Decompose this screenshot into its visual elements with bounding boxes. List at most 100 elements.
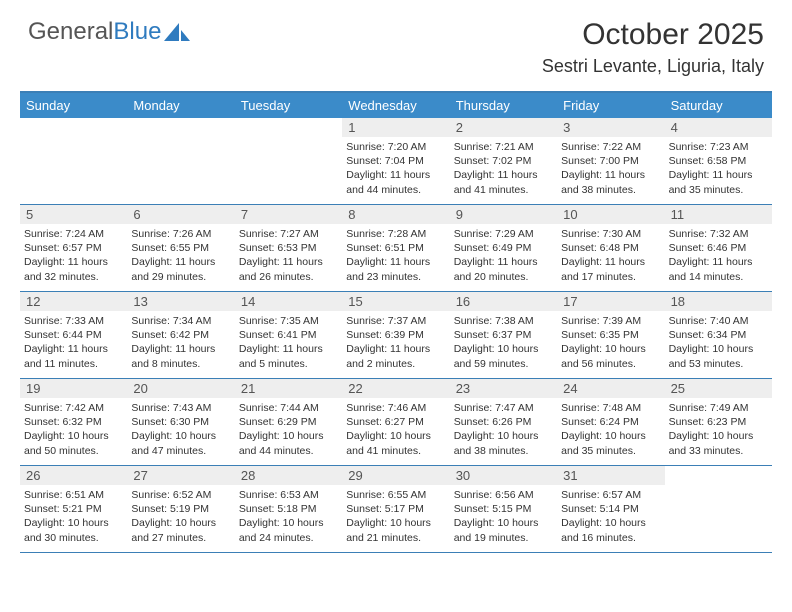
daylight-text: Daylight: 11 hours and 35 minutes. (669, 168, 768, 196)
daylight-text: Daylight: 10 hours and 59 minutes. (454, 342, 553, 370)
daylight-text: Daylight: 10 hours and 56 minutes. (561, 342, 660, 370)
day-info: Sunrise: 7:28 AMSunset: 6:51 PMDaylight:… (346, 227, 445, 284)
sunset-text: Sunset: 6:39 PM (346, 328, 445, 342)
sunrise-text: Sunrise: 7:48 AM (561, 401, 660, 415)
day-info: Sunrise: 7:30 AMSunset: 6:48 PMDaylight:… (561, 227, 660, 284)
day-number: 26 (20, 466, 127, 485)
sunrise-text: Sunrise: 7:27 AM (239, 227, 338, 241)
day-number: 11 (665, 205, 772, 224)
daylight-text: Daylight: 11 hours and 2 minutes. (346, 342, 445, 370)
daylight-text: Daylight: 10 hours and 19 minutes. (454, 516, 553, 544)
sunset-text: Sunset: 6:44 PM (24, 328, 123, 342)
day-header-saturday: Saturday (665, 93, 772, 118)
sunset-text: Sunset: 6:35 PM (561, 328, 660, 342)
day-info: Sunrise: 7:44 AMSunset: 6:29 PMDaylight:… (239, 401, 338, 458)
day-cell: 24 Sunrise: 7:48 AMSunset: 6:24 PMDayligh… (557, 379, 664, 465)
calendar: SundayMondayTuesdayWednesdayThursdayFrid… (20, 91, 772, 553)
day-info: Sunrise: 7:47 AMSunset: 6:26 PMDaylight:… (454, 401, 553, 458)
daylight-text: Daylight: 10 hours and 53 minutes. (669, 342, 768, 370)
sunrise-text: Sunrise: 7:42 AM (24, 401, 123, 415)
day-number: 24 (557, 379, 664, 398)
sunset-text: Sunset: 6:27 PM (346, 415, 445, 429)
daylight-text: Daylight: 11 hours and 17 minutes. (561, 255, 660, 283)
day-cell: 4Sunrise: 7:23 AMSunset: 6:58 PMDaylight… (665, 118, 772, 204)
sunset-text: Sunset: 6:46 PM (669, 241, 768, 255)
day-info: Sunrise: 7:37 AMSunset: 6:39 PMDaylight:… (346, 314, 445, 371)
day-number: 20 (127, 379, 234, 398)
sunrise-text: Sunrise: 7:39 AM (561, 314, 660, 328)
logo: GeneralBlue (28, 18, 190, 46)
title-block: October 2025 Sestri Levante, Liguria, It… (542, 18, 764, 77)
sunset-text: Sunset: 5:17 PM (346, 502, 445, 516)
daylight-text: Daylight: 11 hours and 26 minutes. (239, 255, 338, 283)
day-cell: 30Sunrise: 6:56 AMSunset: 5:15 PMDayligh… (450, 466, 557, 552)
day-cell: 12Sunrise: 7:33 AMSunset: 6:44 PMDayligh… (20, 292, 127, 378)
day-cell: 8Sunrise: 7:28 AMSunset: 6:51 PMDaylight… (342, 205, 449, 291)
day-info: Sunrise: 7:33 AMSunset: 6:44 PMDaylight:… (24, 314, 123, 371)
day-header-thursday: Thursday (450, 93, 557, 118)
day-info: Sunrise: 7:38 AMSunset: 6:37 PMDaylight:… (454, 314, 553, 371)
sunset-text: Sunset: 6:32 PM (24, 415, 123, 429)
day-cell: 17 Sunrise: 7:39 AMSunset: 6:35 PMDayligh… (557, 292, 664, 378)
daylight-text: Daylight: 10 hours and 16 minutes. (561, 516, 660, 544)
day-number: 30 (450, 466, 557, 485)
week-row: 26 Sunrise: 6:51 AMSunset: 5:21 PMDayligh… (20, 466, 772, 553)
day-info: Sunrise: 6:51 AMSunset: 5:21 PMDaylight:… (24, 488, 123, 545)
header: GeneralBlue October 2025 Sestri Levante,… (0, 0, 792, 83)
sunrise-text: Sunrise: 7:32 AM (669, 227, 768, 241)
day-number: 29 (342, 466, 449, 485)
day-number: 31 (557, 466, 664, 485)
logo-text-1: General (28, 18, 113, 46)
day-number: 28 (235, 466, 342, 485)
day-info: Sunrise: 7:48 AMSunset: 6:24 PMDaylight:… (561, 401, 660, 458)
sunrise-text: Sunrise: 6:55 AM (346, 488, 445, 502)
day-info: Sunrise: 6:52 AMSunset: 5:19 PMDaylight:… (131, 488, 230, 545)
sunrise-text: Sunrise: 7:38 AM (454, 314, 553, 328)
sunset-text: Sunset: 6:55 PM (131, 241, 230, 255)
sunset-text: Sunset: 5:18 PM (239, 502, 338, 516)
sunrise-text: Sunrise: 6:52 AM (131, 488, 230, 502)
sunset-text: Sunset: 6:57 PM (24, 241, 123, 255)
day-info: Sunrise: 7:26 AMSunset: 6:55 PMDaylight:… (131, 227, 230, 284)
day-cell: 14Sunrise: 7:35 AMSunset: 6:41 PMDayligh… (235, 292, 342, 378)
daylight-text: Daylight: 10 hours and 27 minutes. (131, 516, 230, 544)
day-cell: 2Sunrise: 7:21 AMSunset: 7:02 PMDaylight… (450, 118, 557, 204)
sunrise-text: Sunrise: 7:24 AM (24, 227, 123, 241)
sunset-text: Sunset: 6:51 PM (346, 241, 445, 255)
day-cell (20, 118, 127, 204)
day-cell (127, 118, 234, 204)
sunset-text: Sunset: 6:49 PM (454, 241, 553, 255)
sunrise-text: Sunrise: 7:46 AM (346, 401, 445, 415)
sunrise-text: Sunrise: 7:30 AM (561, 227, 660, 241)
sunrise-text: Sunrise: 7:40 AM (669, 314, 768, 328)
day-cell: 20Sunrise: 7:43 AMSunset: 6:30 PMDayligh… (127, 379, 234, 465)
sunrise-text: Sunrise: 7:29 AM (454, 227, 553, 241)
day-header-wednesday: Wednesday (342, 93, 449, 118)
day-number: 6 (127, 205, 234, 224)
sunset-text: Sunset: 6:29 PM (239, 415, 338, 429)
day-cell: 28Sunrise: 6:53 AMSunset: 5:18 PMDayligh… (235, 466, 342, 552)
day-number: 13 (127, 292, 234, 311)
week-row: 5Sunrise: 7:24 AMSunset: 6:57 PMDaylight… (20, 205, 772, 292)
day-cell: 26 Sunrise: 6:51 AMSunset: 5:21 PMDayligh… (20, 466, 127, 552)
day-cell (665, 466, 772, 552)
day-cell: 9Sunrise: 7:29 AMSunset: 6:49 PMDaylight… (450, 205, 557, 291)
sunset-text: Sunset: 7:02 PM (454, 154, 553, 168)
day-number: 1 (342, 118, 449, 137)
day-cell: 18Sunrise: 7:40 AMSunset: 6:34 PMDayligh… (665, 292, 772, 378)
day-header-monday: Monday (127, 93, 234, 118)
month-title: October 2025 (542, 18, 764, 52)
day-cell: 19Sunrise: 7:42 AMSunset: 6:32 PMDayligh… (20, 379, 127, 465)
day-cell: 21Sunrise: 7:44 AMSunset: 6:29 PMDayligh… (235, 379, 342, 465)
day-cell: 5Sunrise: 7:24 AMSunset: 6:57 PMDaylight… (20, 205, 127, 291)
daylight-text: Daylight: 11 hours and 41 minutes. (454, 168, 553, 196)
day-number: 10 (557, 205, 664, 224)
daylight-text: Daylight: 10 hours and 50 minutes. (24, 429, 123, 457)
daylight-text: Daylight: 11 hours and 8 minutes. (131, 342, 230, 370)
day-info: Sunrise: 7:35 AMSunset: 6:41 PMDaylight:… (239, 314, 338, 371)
day-number: 17 (557, 292, 664, 311)
daylight-text: Daylight: 10 hours and 33 minutes. (669, 429, 768, 457)
day-number: 23 (450, 379, 557, 398)
day-number: 16 (450, 292, 557, 311)
day-header-tuesday: Tuesday (235, 93, 342, 118)
